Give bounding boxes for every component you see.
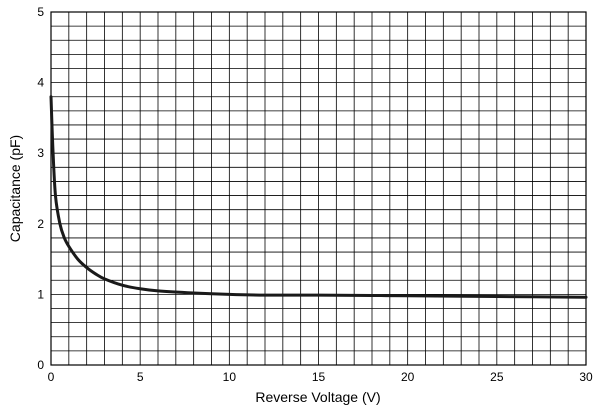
series-line-capacitance bbox=[49, 95, 588, 299]
x-tick-label: 20 bbox=[401, 370, 415, 384]
x-tick-labels: 0 5 10 15 20 25 30 bbox=[48, 370, 593, 384]
x-tick-label: 15 bbox=[312, 370, 326, 384]
x-axis-label: Reverse Voltage (V) bbox=[255, 389, 380, 405]
grid bbox=[50, 11, 587, 366]
x-tick-label: 25 bbox=[490, 370, 504, 384]
y-tick-labels: 0 1 2 3 4 5 bbox=[37, 5, 44, 372]
x-tick-label: 5 bbox=[137, 370, 144, 384]
y-tick-label: 3 bbox=[37, 146, 44, 160]
y-tick-label: 0 bbox=[37, 358, 44, 372]
y-tick-label: 5 bbox=[37, 5, 44, 19]
x-tick-label: 0 bbox=[48, 370, 55, 384]
y-tick-label: 2 bbox=[37, 217, 44, 231]
y-tick-label: 4 bbox=[37, 76, 44, 90]
plot-frame bbox=[50, 11, 587, 366]
x-tick-label: 30 bbox=[579, 370, 593, 384]
y-tick-label: 1 bbox=[37, 287, 44, 301]
x-tick-label: 10 bbox=[223, 370, 237, 384]
y-axis-label: Capacitance (pF) bbox=[7, 135, 23, 242]
